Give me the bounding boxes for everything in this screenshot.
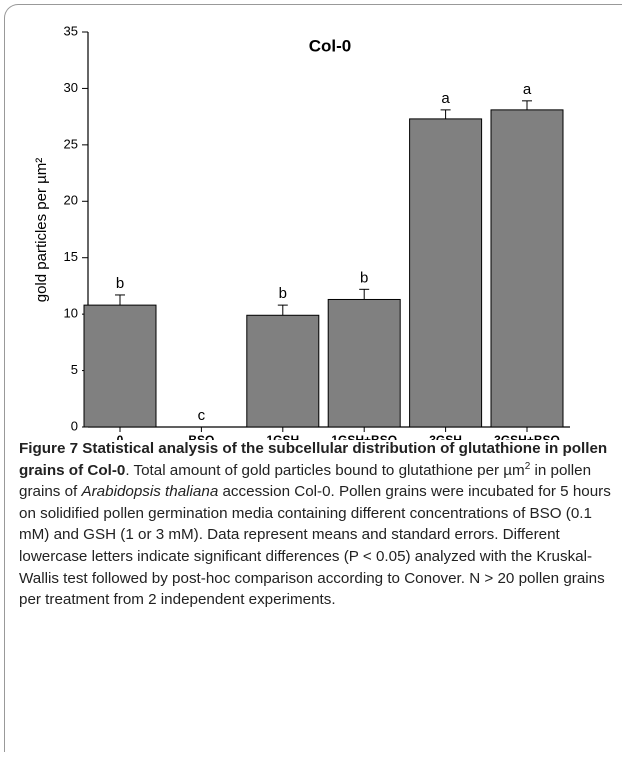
significance-letter: b (360, 269, 368, 286)
caption-superscript: 2 (524, 460, 531, 472)
caption-text: accession Col-0. Pollen grains were incu… (19, 483, 611, 609)
x-tick-label: 3GSH+BSO (494, 433, 560, 440)
y-tick-label: 35 (64, 23, 78, 38)
caption-species: Arabidopsis thaliana (81, 483, 219, 501)
significance-letter: b (279, 285, 287, 302)
caption: Figure 7 Statistical analysis of the sub… (19, 438, 614, 611)
y-tick-label: 20 (64, 193, 78, 208)
y-tick-label: 25 (64, 136, 78, 151)
y-tick-label: 15 (64, 249, 78, 264)
significance-letter: a (523, 81, 532, 98)
x-tick-label: 0 (117, 433, 124, 440)
y-tick-label: 5 (71, 362, 78, 377)
y-tick-label: 10 (64, 306, 78, 321)
x-tick-label: 3GSH (429, 433, 462, 440)
y-axis-label: gold particles per µm² (33, 158, 50, 303)
bar (490, 109, 564, 428)
significance-letter: b (116, 275, 124, 292)
y-tick-label: 30 (64, 80, 78, 95)
frame (4, 4, 622, 752)
chart-title: Col-0 (309, 36, 352, 55)
y-tick-label: 0 (71, 418, 78, 433)
bar (246, 314, 320, 428)
caption-text: . Total amount of gold particles bound t… (125, 461, 525, 479)
chart: Col-0 gold particles per µm² 0 5 10 15 20 25 3… (33, 23, 570, 440)
caption-title: Figure 7 Statistical analysis of the sub… (19, 440, 608, 479)
bar (327, 298, 401, 428)
bar (409, 118, 483, 428)
x-tick-label: 1GSH (266, 433, 299, 440)
bar (83, 304, 157, 428)
x-tick-label: 1GSH+BSO (331, 433, 397, 440)
significance-letter: a (441, 90, 450, 107)
significance-letter: c (198, 407, 206, 424)
caption-text: in pollen grains of (19, 461, 592, 501)
x-tick-label: BSO (188, 433, 214, 440)
